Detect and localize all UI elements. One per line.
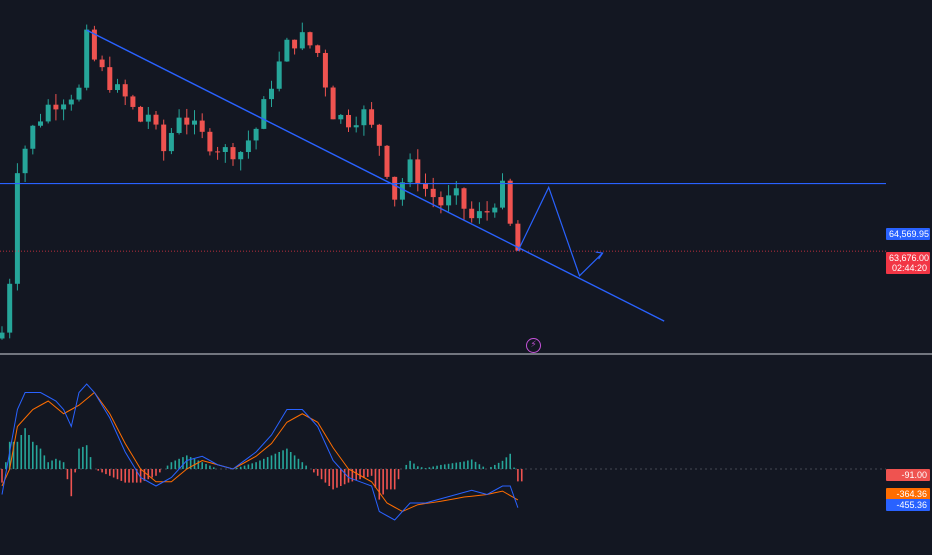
- candle-up: [45, 104, 51, 122]
- candle-up: [253, 128, 259, 141]
- candle-up: [145, 114, 151, 122]
- candle-up: [168, 132, 174, 152]
- candle-down: [230, 147, 236, 160]
- candle-down: [423, 183, 428, 189]
- candle-up: [299, 32, 305, 49]
- candle-up: [399, 182, 405, 200]
- candle-down: [207, 131, 213, 152]
- candle-up: [14, 173, 20, 284]
- candle-down: [415, 159, 421, 184]
- candle-down: [322, 52, 328, 88]
- bar-countdown-tag: 02:44:20: [886, 262, 930, 274]
- candle-down: [369, 109, 375, 125]
- candle-up: [0, 332, 5, 339]
- candle-up: [115, 84, 120, 91]
- candle-down: [215, 151, 221, 153]
- candle-down: [330, 87, 336, 120]
- candle-up: [22, 148, 28, 174]
- macd-histogram-tag: -91.00: [886, 469, 930, 481]
- candle-down: [384, 145, 390, 177]
- candle-down: [346, 114, 351, 128]
- candle-down: [199, 120, 205, 132]
- candle-up: [238, 152, 244, 160]
- projection-arrowhead: [595, 251, 604, 260]
- candle-up: [245, 140, 251, 153]
- candle-down: [130, 96, 136, 107]
- candle-up: [192, 120, 197, 125]
- candle-down: [438, 197, 444, 206]
- drawing-layer[interactable]: [0, 29, 886, 322]
- candle-down: [484, 211, 490, 213]
- descending-trendline: [86, 29, 665, 322]
- projection-path: [517, 185, 604, 277]
- candle-up: [476, 211, 482, 219]
- candle-up: [30, 125, 36, 149]
- candle-down: [376, 124, 382, 146]
- candle-down: [122, 84, 128, 97]
- candle-down: [292, 39, 298, 49]
- candle-down: [315, 45, 321, 53]
- macd-signal-tag: -364.36: [886, 488, 930, 500]
- candle-up: [61, 104, 67, 110]
- candle-down: [469, 208, 475, 219]
- candles-layer: [0, 22, 521, 340]
- candle-up: [284, 39, 290, 62]
- candle-up: [76, 87, 82, 100]
- candle-up: [269, 88, 274, 100]
- macd-layer: [0, 383, 886, 521]
- candle-up: [338, 114, 344, 120]
- candle-down: [153, 114, 159, 125]
- candle-down: [430, 188, 436, 198]
- candle-up: [38, 121, 43, 126]
- candle-down: [307, 32, 313, 46]
- horizontal-level-price-tag: 64,569.95: [886, 228, 930, 240]
- candle-up: [68, 99, 74, 105]
- candle-down: [138, 106, 144, 122]
- last-price-tag: 63,676.00: [886, 252, 930, 264]
- candle-down: [91, 29, 97, 60]
- candle-down: [99, 59, 105, 68]
- lightning-icon[interactable]: ⚡: [526, 338, 541, 353]
- candle-down: [53, 104, 59, 110]
- candle-up: [276, 61, 282, 89]
- candle-up: [361, 109, 367, 126]
- macd-signal-line: [1, 391, 519, 513]
- candle-down: [461, 188, 467, 209]
- candle-up: [176, 117, 182, 133]
- candle-up: [353, 125, 359, 128]
- candle-up: [492, 207, 498, 213]
- candle-down: [184, 117, 190, 125]
- candle-down: [161, 124, 167, 152]
- candle-up: [7, 283, 13, 333]
- candle-up: [500, 180, 505, 208]
- macd-line-tag: -455.36: [886, 499, 930, 511]
- candle-up: [453, 188, 459, 196]
- candle-up: [222, 147, 228, 153]
- candle-up: [261, 99, 267, 129]
- candle-up: [407, 159, 413, 183]
- candle-down: [392, 176, 398, 200]
- candle-down: [507, 180, 513, 224]
- candle-up: [84, 29, 90, 88]
- macd-line: [1, 383, 519, 521]
- candle-down: [107, 67, 113, 91]
- candle-up: [446, 195, 452, 206]
- candle-down: [515, 223, 521, 251]
